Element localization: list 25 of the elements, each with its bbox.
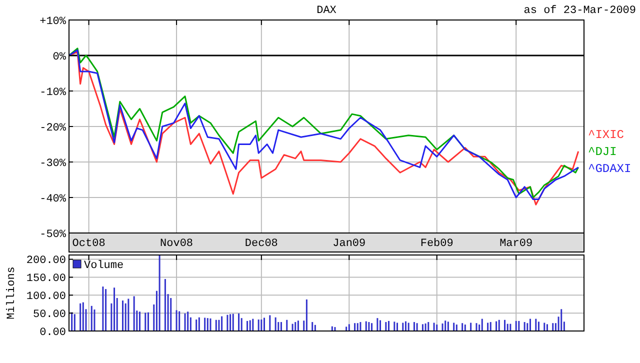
legend-label: Volume	[84, 260, 124, 272]
x-tick-label: Jan09	[332, 238, 366, 250]
y-tick-label: -50%	[40, 228, 66, 241]
y-tick-label: 50.00	[32, 308, 66, 321]
x-tick-label: Feb09	[420, 238, 454, 250]
y-tick-label: -10%	[40, 86, 66, 99]
x-tick-label: Nov08	[160, 238, 194, 250]
chart-subtitle: as of 23-Mar-2009	[524, 5, 636, 17]
x-tick-label: Mar09	[500, 238, 533, 250]
y-axis-title: Millions	[6, 266, 18, 320]
x-tick-label: Dec08	[244, 238, 278, 250]
series-label: ^IXIC	[588, 128, 624, 142]
y-tick-label: 100.00	[26, 291, 66, 303]
x-tick-label: Oct08	[72, 238, 106, 250]
chart-title: DAX	[316, 5, 337, 17]
y-tick-label: -40%	[40, 193, 66, 206]
series-label: ^GDAXI	[588, 162, 632, 176]
y-tick-label: +10%	[40, 16, 66, 28]
y-tick-label: -30%	[40, 158, 66, 170]
y-tick-label: 0.00	[40, 326, 66, 339]
y-tick-label: 150.00	[26, 273, 66, 286]
series-label: ^DJI	[588, 145, 617, 159]
y-tick-label: 0%	[52, 51, 66, 64]
y-tick-label: 200.00	[26, 255, 66, 268]
y-tick-label: -20%	[40, 122, 66, 134]
